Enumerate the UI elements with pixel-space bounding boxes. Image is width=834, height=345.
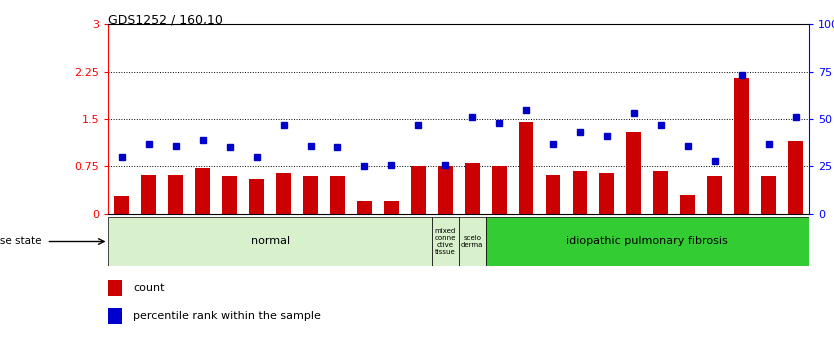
Bar (168, 175, 183, 214)
FancyBboxPatch shape (108, 217, 432, 266)
Bar (761, 176, 776, 214)
Bar (545, 175, 560, 214)
Bar (276, 173, 291, 214)
Text: idiopathic pulmonary fibrosis: idiopathic pulmonary fibrosis (566, 237, 728, 246)
Bar (707, 176, 722, 214)
Bar (734, 78, 749, 214)
Bar (357, 201, 372, 214)
FancyBboxPatch shape (485, 217, 809, 266)
Bar (303, 176, 318, 214)
Bar (788, 141, 803, 214)
Bar (681, 195, 696, 214)
Text: normal: normal (250, 237, 289, 246)
Bar (142, 175, 156, 214)
Bar (626, 132, 641, 214)
Bar (114, 196, 129, 214)
Bar (195, 168, 210, 214)
Bar (249, 179, 264, 214)
Bar (519, 122, 534, 214)
FancyBboxPatch shape (459, 217, 485, 266)
Bar (600, 173, 615, 214)
Bar (438, 167, 453, 214)
FancyBboxPatch shape (432, 217, 459, 266)
Text: count: count (133, 283, 164, 293)
Text: disease state: disease state (0, 237, 41, 246)
Bar (108, 308, 123, 324)
Bar (108, 279, 123, 296)
Bar (384, 201, 399, 214)
Text: percentile rank within the sample: percentile rank within the sample (133, 311, 321, 321)
Bar (492, 167, 506, 214)
Bar (330, 176, 345, 214)
Bar (465, 163, 480, 214)
Bar (222, 176, 237, 214)
Text: GDS1252 / 160,10: GDS1252 / 160,10 (108, 14, 224, 27)
Text: mixed
conne
ctive
tissue: mixed conne ctive tissue (435, 228, 456, 255)
Bar (573, 171, 587, 214)
Text: scelo
derma: scelo derma (461, 235, 484, 248)
Bar (653, 171, 668, 214)
Bar (411, 167, 425, 214)
